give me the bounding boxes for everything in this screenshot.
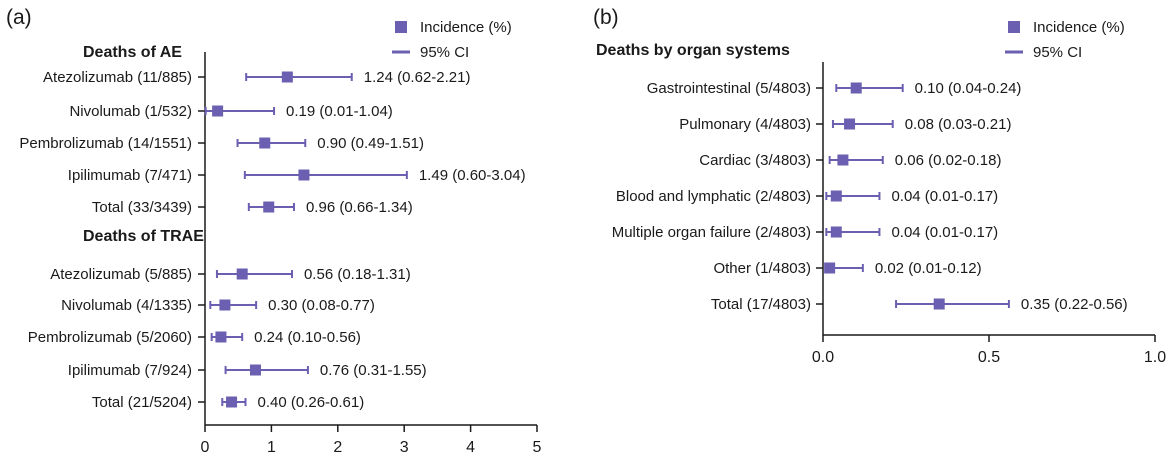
value-label: 1.24 (0.62-2.21) bbox=[364, 69, 471, 86]
x-tick-label: 2 bbox=[333, 439, 342, 456]
x-tick-label: 1.0 bbox=[1144, 349, 1166, 366]
x-tick-label: 0 bbox=[201, 439, 210, 456]
x-tick-label: 0.5 bbox=[978, 349, 1000, 366]
point-marker bbox=[281, 71, 293, 83]
row-label: Atezolizumab (11/885) bbox=[43, 69, 192, 86]
point-marker bbox=[249, 364, 261, 376]
value-label: 0.04 (0.01-0.17) bbox=[891, 188, 998, 205]
row-label: Total (33/3439) bbox=[92, 199, 192, 216]
row-label: Gastrointestinal (5/4803) bbox=[647, 80, 811, 97]
point-marker bbox=[263, 201, 275, 213]
forest-row: Nivolumab (4/1335) 0.30 (0.08-0.77) bbox=[61, 297, 375, 314]
row-label: Nivolumab (1/532) bbox=[69, 103, 192, 120]
panel-label: (b) bbox=[593, 6, 619, 29]
value-label: 0.24 (0.10-0.56) bbox=[254, 329, 361, 346]
forest-row: Total (21/5204) 0.40 (0.26-0.61) bbox=[92, 394, 364, 411]
group-title: Deaths of TRAE bbox=[83, 228, 204, 245]
x-tick-label: 0.0 bbox=[812, 349, 834, 366]
row-label: Total (17/4803) bbox=[711, 296, 811, 313]
panel-label: (a) bbox=[6, 6, 32, 29]
value-label: 0.02 (0.01-0.12) bbox=[875, 260, 982, 277]
row-label: Pulmonary (4/4803) bbox=[679, 116, 811, 133]
row-label: Nivolumab (4/1335) bbox=[61, 297, 192, 314]
value-label: 0.40 (0.26-0.61) bbox=[258, 394, 365, 411]
forest-row: Total (17/4803) 0.35 (0.22-0.56) bbox=[711, 296, 1128, 313]
forest-row: Pembrolizumab (14/1551) 0.90 (0.49-1.51) bbox=[19, 135, 424, 152]
row-label: Ipilimumab (7/924) bbox=[68, 362, 192, 379]
point-marker bbox=[226, 396, 238, 408]
value-label: 0.08 (0.03-0.21) bbox=[905, 116, 1012, 133]
forest-row: Total (33/3439) 0.96 (0.66-1.34) bbox=[92, 199, 413, 216]
point-marker bbox=[830, 226, 842, 238]
forest-row: Blood and lymphatic (2/4803) 0.04 (0.01-0… bbox=[616, 188, 998, 205]
point-marker bbox=[933, 298, 945, 310]
forest-row: Ipilimumab (7/471) 1.49 (0.60-3.04) bbox=[68, 167, 526, 184]
forest-row: Gastrointestinal (5/4803) 0.10 (0.04-0.24… bbox=[647, 80, 1022, 97]
point-marker bbox=[212, 105, 224, 117]
forest-row: Pembrolizumab (5/2060) 0.24 (0.10-0.56) bbox=[28, 329, 361, 346]
forest-row: Atezolizumab (5/885) 0.56 (0.18-1.31) bbox=[50, 266, 410, 283]
forest-panel-b: (b) Incidence (%) 95% CI 0.0 0.5 1.0 Deaths by… bbox=[593, 6, 1166, 366]
point-marker bbox=[259, 137, 271, 149]
value-label: 0.06 (0.02-0.18) bbox=[895, 152, 1002, 169]
row-label: Pembrolizumab (5/2060) bbox=[28, 329, 192, 346]
forest-row: Pulmonary (4/4803) 0.08 (0.03-0.21) bbox=[679, 116, 1011, 133]
value-label: 0.90 (0.49-1.51) bbox=[317, 135, 424, 152]
forest-row: Nivolumab (1/532) 0.19 (0.01-1.04) bbox=[69, 103, 392, 120]
row-label: Multiple organ failure (2/4803) bbox=[612, 224, 811, 241]
x-tick-label: 3 bbox=[400, 439, 409, 456]
value-label: 0.19 (0.01-1.04) bbox=[286, 103, 393, 120]
point-marker bbox=[219, 299, 231, 311]
point-marker bbox=[844, 118, 856, 130]
legend-point-label: Incidence (%) bbox=[420, 19, 512, 36]
x-tick-label: 5 bbox=[533, 439, 542, 456]
point-marker bbox=[215, 331, 227, 343]
value-label: 0.10 (0.04-0.24) bbox=[915, 80, 1022, 97]
forest-row: Other (1/4803) 0.02 (0.01-0.12) bbox=[713, 260, 981, 277]
forest-panel-a: (a) Incidence (%) 95% CI 0 1 2 3 4 5 Deaths of AE… bbox=[6, 6, 542, 456]
legend-marker-icon bbox=[395, 21, 407, 33]
row-label: Total (21/5204) bbox=[92, 394, 192, 411]
row-label: Cardiac (3/4803) bbox=[699, 152, 811, 169]
point-marker bbox=[830, 190, 842, 202]
value-label: 0.56 (0.18-1.31) bbox=[304, 266, 411, 283]
legend-ci-label: 95% CI bbox=[420, 44, 469, 61]
forest-row: Atezolizumab (11/885) 1.24 (0.62-2.21) bbox=[43, 69, 470, 86]
value-label: 0.30 (0.08-0.77) bbox=[268, 297, 375, 314]
x-tick-label: 4 bbox=[466, 439, 475, 456]
row-label: Atezolizumab (5/885) bbox=[50, 266, 192, 283]
legend: Incidence (%) 95% CI bbox=[1005, 19, 1125, 61]
row-label: Blood and lymphatic (2/4803) bbox=[616, 188, 811, 205]
value-label: 0.96 (0.66-1.34) bbox=[306, 199, 413, 216]
forest-row: Ipilimumab (7/924) 0.76 (0.31-1.55) bbox=[68, 362, 427, 379]
legend-point-label: Incidence (%) bbox=[1033, 19, 1125, 36]
legend-ci-label: 95% CI bbox=[1033, 44, 1082, 61]
row-label: Ipilimumab (7/471) bbox=[68, 167, 192, 184]
group-title: Deaths of AE bbox=[83, 44, 182, 61]
forest-row: Multiple organ failure (2/4803) 0.04 (0.0… bbox=[612, 224, 998, 241]
row-label: Other (1/4803) bbox=[713, 260, 811, 277]
point-marker bbox=[824, 262, 836, 274]
group-title: Deaths by organ systems bbox=[596, 42, 790, 59]
value-label: 1.49 (0.60-3.04) bbox=[419, 167, 526, 184]
point-marker bbox=[236, 268, 248, 280]
point-marker bbox=[298, 169, 310, 181]
x-tick-label: 1 bbox=[267, 439, 276, 456]
point-marker bbox=[850, 82, 862, 94]
legend: Incidence (%) 95% CI bbox=[392, 19, 512, 61]
point-marker bbox=[837, 154, 849, 166]
value-label: 0.76 (0.31-1.55) bbox=[320, 362, 427, 379]
legend-marker-icon bbox=[1008, 21, 1020, 33]
value-label: 0.04 (0.01-0.17) bbox=[891, 224, 998, 241]
forest-row: Cardiac (3/4803) 0.06 (0.02-0.18) bbox=[699, 152, 1001, 169]
value-label: 0.35 (0.22-0.56) bbox=[1021, 296, 1128, 313]
row-label: Pembrolizumab (14/1551) bbox=[19, 135, 192, 152]
